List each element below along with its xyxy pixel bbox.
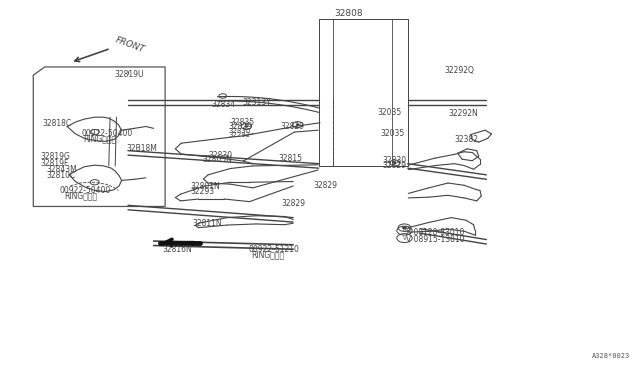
Text: 00922-50400: 00922-50400 [60,186,111,195]
Text: 32830: 32830 [208,151,232,160]
Text: 32818C: 32818C [43,119,72,128]
Text: 32382: 32382 [454,135,479,144]
Text: 32B18M: 32B18M [127,144,157,153]
Text: 32829: 32829 [280,122,305,131]
Text: 32829: 32829 [228,122,252,131]
Text: 32819F: 32819F [40,159,68,168]
Text: FRONT: FRONT [114,35,146,54]
Text: A328*0023: A328*0023 [592,353,630,359]
Circle shape [296,124,299,125]
Text: 32830: 32830 [228,128,251,134]
Text: 32819U: 32819U [114,70,143,79]
Text: 32808: 32808 [335,9,363,17]
Text: 32292: 32292 [228,132,251,138]
Text: 00922-51210: 00922-51210 [248,245,299,254]
Text: 32815: 32815 [278,154,302,163]
Text: V: V [403,235,406,241]
Text: 32313Y: 32313Y [242,98,271,107]
Text: 32843M: 32843M [47,165,77,174]
Text: RINGリング: RINGリング [83,134,116,143]
Text: B 08120-83010: B 08120-83010 [406,228,465,237]
Text: 32829: 32829 [313,181,337,190]
Text: 32829: 32829 [383,161,407,170]
Text: 32835: 32835 [230,118,255,127]
Text: 32830: 32830 [383,156,407,165]
Text: 32293: 32293 [190,187,214,196]
Circle shape [403,227,406,229]
Text: RINGリング: RINGリング [64,191,97,200]
Text: 32810C: 32810C [47,171,76,180]
Text: 32035: 32035 [378,108,402,117]
Text: 32816N: 32816N [162,245,191,254]
Text: 32811N: 32811N [192,219,221,228]
Text: B: B [403,228,406,233]
Text: 32805N: 32805N [202,155,232,164]
Circle shape [245,126,248,127]
Text: V 08915-13810: V 08915-13810 [406,235,465,244]
Text: 32292N: 32292N [448,109,477,118]
Text: 00922-50400: 00922-50400 [81,129,132,138]
Text: 32292Q: 32292Q [445,66,475,75]
Text: 32819G: 32819G [40,153,70,161]
Circle shape [394,162,396,164]
Text: 32829: 32829 [282,199,306,208]
Text: 32801N: 32801N [190,182,220,191]
Text: 32834: 32834 [211,100,236,109]
Text: RINGリング: RINGリング [252,250,285,259]
Text: 32035: 32035 [381,129,405,138]
